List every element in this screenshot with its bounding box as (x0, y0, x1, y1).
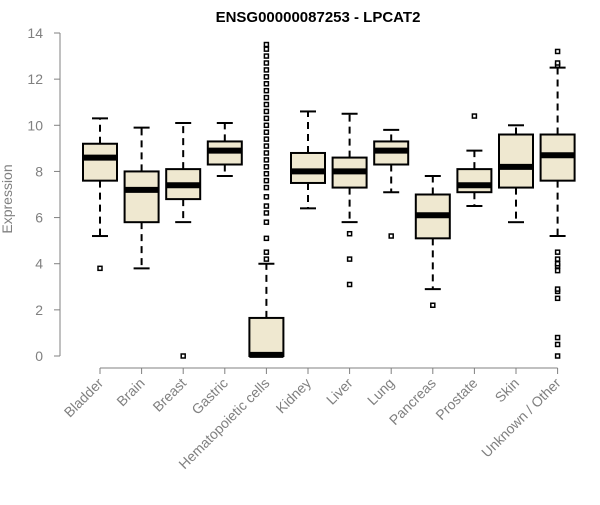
x-tick-label: Unknown / Other (478, 375, 564, 461)
outlier-point (263, 235, 270, 242)
box-prostate (456, 113, 493, 208)
outlier-point (97, 265, 103, 272)
outlier-point (263, 81, 270, 87)
iqr-box (123, 170, 160, 224)
y-axis-label: Expression (0, 164, 15, 233)
outlier-point (263, 143, 270, 149)
outlier-point (263, 108, 270, 115)
outlier-point (554, 353, 561, 359)
outlier-point (388, 233, 394, 239)
outlier-point (263, 170, 270, 177)
y-tick-label: 6 (35, 210, 43, 226)
outlier-point (554, 267, 561, 274)
x-tick-label: Prostate (432, 375, 480, 423)
y-tick-label: 0 (35, 348, 43, 364)
outlier-point (346, 256, 353, 262)
outlier-point (263, 177, 270, 184)
y-tick-label: 4 (35, 256, 43, 272)
outlier-point (263, 115, 270, 122)
iqr-box (290, 151, 326, 184)
outlier-point (263, 87, 270, 94)
outlier-point (554, 341, 561, 348)
outlier-point (263, 74, 270, 80)
box-kidney (290, 110, 326, 210)
box-pancreas (414, 175, 451, 308)
box-liver (331, 112, 368, 288)
x-tick-label: Brain (113, 375, 147, 409)
x-tick-label: Breast (149, 375, 189, 415)
outlier-point (263, 46, 270, 52)
outlier-point (471, 113, 478, 119)
box-hematopoietic-cells (248, 41, 285, 358)
outlier-point (430, 302, 436, 308)
y-axis: 0 2 4 6 8 10 12 14 (27, 25, 61, 364)
outlier-point (263, 157, 270, 163)
outlier-point (263, 41, 270, 48)
y-tick-label: 2 (35, 302, 43, 318)
box-skin (498, 124, 534, 224)
outlier-point (554, 260, 561, 267)
outlier-point (263, 219, 270, 225)
outlier-point (263, 249, 270, 255)
outlier-point (263, 256, 270, 262)
outlier-point (346, 230, 353, 237)
y-tick-label: 14 (27, 25, 43, 41)
box-brain (123, 126, 160, 270)
outlier-point (554, 286, 561, 292)
box-bladder (82, 117, 118, 272)
chart-title: ENSG00000087253 - LPCAT2 (216, 9, 421, 26)
outlier-point (263, 184, 270, 191)
y-tick-label: 10 (27, 117, 43, 133)
x-tick-label: Lung (364, 375, 397, 408)
outlier-point (263, 53, 270, 59)
outlier-point (263, 203, 270, 209)
outlier-point (263, 94, 270, 101)
iqr-box (456, 168, 493, 194)
outlier-point (554, 60, 561, 66)
outlier-point (263, 60, 270, 66)
iqr-box (498, 133, 534, 189)
outlier-point (263, 194, 270, 200)
outlier-point (554, 249, 561, 255)
outlier-point (263, 164, 270, 170)
outlier-point (263, 67, 270, 73)
x-tick-label: Liver (323, 375, 356, 408)
outlier-point (263, 101, 270, 108)
box-unknown-other (539, 48, 576, 359)
box-series (82, 41, 576, 359)
x-tick-label: Kidney (273, 375, 315, 417)
box-breast (165, 121, 202, 359)
y-tick-label: 8 (35, 163, 43, 179)
box-gastric (206, 121, 243, 178)
outlier-point (263, 210, 270, 216)
box-lung (373, 128, 410, 239)
outlier-point (554, 256, 561, 262)
outlier-point (263, 122, 270, 129)
y-tick-label: 12 (27, 71, 43, 87)
outlier-point (263, 150, 270, 156)
outlier-point (554, 334, 561, 341)
x-tick-label: Bladder (61, 375, 107, 421)
iqr-box (82, 142, 118, 182)
outlier-point (346, 281, 353, 288)
x-tick-label: Skin (492, 375, 523, 406)
outlier-point (263, 129, 270, 135)
outlier-point (263, 136, 270, 142)
outlier-point (180, 353, 186, 359)
iqr-box (248, 316, 285, 357)
outlier-point (554, 48, 561, 55)
outlier-point (554, 295, 561, 302)
